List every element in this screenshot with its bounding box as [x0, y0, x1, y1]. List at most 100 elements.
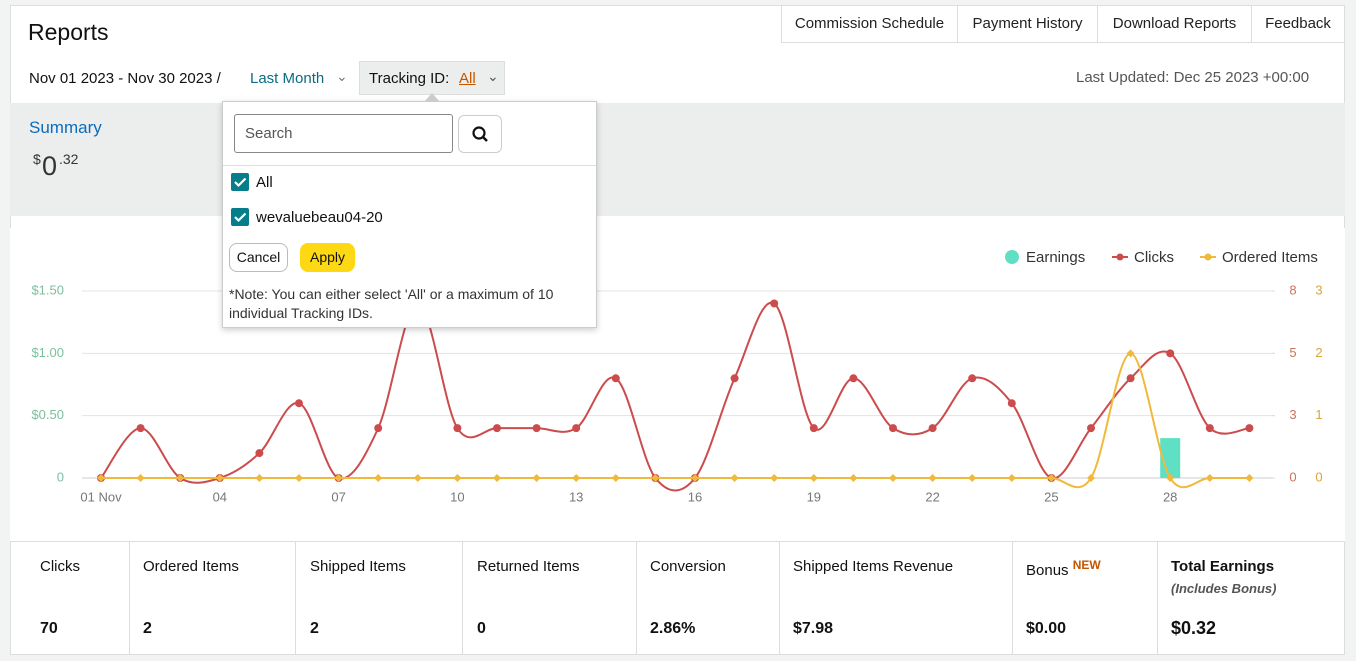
y-tick-label: $1.00	[31, 345, 64, 360]
point	[1047, 474, 1056, 482]
divider	[223, 165, 596, 166]
point	[1126, 349, 1135, 358]
stat: Bonus NEW $0.00	[1013, 542, 1158, 654]
point	[453, 474, 462, 482]
legend-label: Earnings	[1026, 249, 1085, 266]
point	[255, 474, 264, 482]
x-tick-label: 07	[331, 489, 345, 504]
checkbox[interactable]	[230, 172, 250, 192]
y-tick-label: $1.50	[31, 282, 64, 297]
stat-label: Ordered Items	[143, 558, 239, 575]
point	[413, 474, 422, 482]
stat-value: 2	[310, 620, 319, 637]
point	[1087, 424, 1095, 433]
point	[730, 474, 739, 482]
tracking-button[interactable]	[359, 61, 505, 95]
point	[849, 474, 858, 482]
x-tick-label: 16	[688, 489, 702, 504]
stat-value: 2.86%	[650, 620, 696, 637]
legend-label: Clicks	[1134, 249, 1174, 266]
date-range: Nov 01 2023 - Nov 30 2023 /	[29, 70, 221, 87]
summary-whole: 0	[42, 151, 58, 181]
x-tick-label: 19	[807, 489, 821, 504]
point	[611, 474, 620, 482]
tab[interactable]: Download Reports	[1097, 5, 1252, 43]
point	[1245, 474, 1254, 482]
option-label: All	[256, 174, 273, 191]
point	[295, 399, 303, 408]
point	[809, 474, 818, 482]
stat-value: 70	[40, 620, 58, 637]
tab[interactable]: Payment History	[957, 5, 1098, 43]
stat-label-text: Bonus	[1026, 562, 1069, 579]
tracking-dropdown: Search All wevaluebeau04-20 Cancel Apply…	[222, 101, 597, 328]
point	[532, 474, 541, 482]
point	[1007, 474, 1016, 482]
search-icon	[472, 126, 488, 142]
stat-label: Conversion	[650, 558, 726, 575]
new-badge: NEW	[1072, 558, 1101, 572]
point	[809, 424, 818, 433]
x-tick-label: 13	[569, 489, 583, 504]
divider	[10, 541, 1345, 542]
stat: Returned Items 0	[463, 542, 637, 654]
stat-value: $7.98	[793, 620, 834, 637]
point	[1166, 474, 1175, 482]
stat: Shipped Items Revenue $7.98	[780, 542, 1013, 654]
cancel-button[interactable]: Cancel	[229, 243, 288, 272]
point	[572, 424, 581, 433]
point	[532, 424, 541, 433]
y-tick-label: $0.50	[31, 407, 64, 422]
note: *Note: You can either select 'All' or a …	[229, 286, 554, 321]
stat-label: Shipped Items Revenue	[793, 558, 954, 575]
y-tick-label: 0	[57, 469, 64, 484]
search-button[interactable]	[458, 115, 502, 153]
point	[889, 474, 897, 482]
point	[651, 474, 660, 482]
stat: Ordered Items 2	[130, 542, 296, 654]
tracking-value[interactable]: All	[459, 70, 476, 87]
line	[101, 352, 1250, 489]
point	[1126, 374, 1135, 383]
point	[1087, 474, 1095, 482]
x-tick-label: 10	[450, 489, 464, 504]
point	[968, 474, 977, 482]
point	[97, 474, 105, 482]
y-tick-label: 5	[1289, 345, 1296, 360]
point	[374, 424, 383, 433]
point	[928, 474, 937, 482]
x-tick-label: 04	[213, 489, 227, 504]
stat-value: $0.32	[1171, 618, 1217, 638]
last-updated: Last Updated: Dec 25 2023 +00:00	[1076, 69, 1310, 86]
search-input[interactable]: Search	[234, 114, 453, 153]
page-title: Reports	[28, 19, 109, 45]
stat: Conversion 2.86%	[637, 542, 780, 654]
point	[493, 424, 501, 433]
y-tick-label: 2	[1315, 345, 1322, 360]
stat: Clicks 70	[10, 542, 130, 654]
y-tick-label: 1	[1315, 407, 1322, 422]
y-tick-label: 3	[1289, 407, 1296, 422]
option-label: wevaluebeau04-20	[256, 209, 383, 226]
tab[interactable]: Feedback	[1251, 5, 1345, 43]
legend-swatch	[1204, 253, 1212, 261]
stat-label: Shipped Items	[310, 558, 406, 575]
preset-link[interactable]: Last Month	[250, 70, 325, 87]
stat-value: 2	[143, 620, 152, 637]
point	[255, 449, 264, 458]
tracking-label: Tracking ID:	[369, 70, 450, 87]
apply-button[interactable]: Apply	[300, 243, 355, 272]
point	[374, 474, 383, 482]
x-tick-label: 22	[925, 489, 939, 504]
point	[334, 474, 343, 482]
stat-label: Returned Items	[477, 558, 580, 575]
y-tick-label: 0	[1315, 469, 1322, 484]
point	[215, 474, 224, 482]
point	[770, 299, 779, 308]
point	[453, 424, 462, 433]
checkbox[interactable]	[230, 207, 250, 227]
legend-swatch	[1005, 250, 1019, 264]
summary-label[interactable]: Summary	[29, 118, 102, 137]
legend-swatch	[1116, 253, 1124, 261]
